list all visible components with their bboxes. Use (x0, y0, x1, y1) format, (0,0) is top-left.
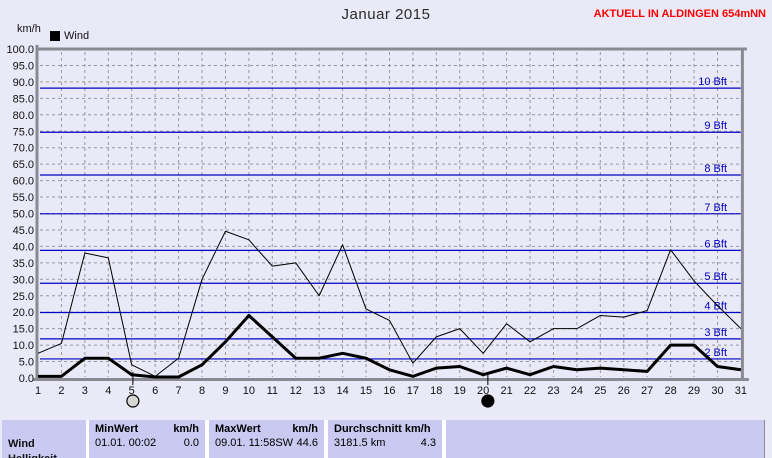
y-tick-label: 15.0 (13, 324, 34, 336)
table-cell-row-label: Wind Helligkeit (2, 420, 86, 458)
y-axis-unit-label: km/h (17, 23, 41, 35)
row-label-wind: Wind (8, 438, 35, 450)
y-tick-label: 95.0 (13, 60, 34, 72)
x-tick-label: 4 (105, 385, 111, 397)
beaufort-label: 8 Bft (704, 163, 727, 175)
beaufort-label: 7 Bft (704, 202, 727, 214)
minwert-header: MinWert (95, 423, 139, 435)
page-title: Januar 2015 (341, 6, 431, 23)
x-tick-label: 26 (618, 385, 630, 397)
x-tick-label: 19 (454, 385, 466, 397)
x-tick-label: 18 (430, 385, 442, 397)
y-tick-label: 90.0 (13, 77, 34, 89)
x-tick-label: 25 (594, 385, 606, 397)
x-tick-label: 15 (360, 385, 372, 397)
x-tick-label: 28 (664, 385, 676, 397)
minwert-timestamp: 01.01. 00:02 (95, 437, 157, 449)
x-tick-label: 14 (336, 385, 348, 397)
y-tick-label: 80.0 (13, 110, 34, 122)
y-tick-label: 35.0 (13, 258, 34, 270)
durchschnitt-distance: 3181.5 km (334, 437, 386, 449)
x-tick-label: 21 (500, 385, 512, 397)
table-cell-minwert: MinWert km/h 01.01. 00:02 0.0 (89, 420, 205, 458)
wind-series-thick (38, 313, 742, 379)
chart-legend: Wind (50, 30, 89, 42)
y-tick-label: 20.0 (13, 307, 34, 319)
chart-canvas: 2 Bft 3 Bft 4 Bft 5 Bft 6 Bft 7 Bft 8 Bft 9 Bft… (6, 44, 749, 408)
beaufort-label: 3 Bft (704, 327, 727, 339)
x-tick-label: 31 (735, 385, 747, 397)
x-tick-label: 8 (199, 385, 205, 397)
x-tick-label: 10 (243, 385, 255, 397)
y-tick-label: 5.0 (19, 357, 34, 369)
stats-table: Wind Helligkeit MinWert km/h 01.01. 00:0… (2, 420, 765, 458)
x-tick-label: 30 (711, 385, 723, 397)
x-tick-label: 1 (35, 385, 41, 397)
minwert-unit: km/h (173, 423, 199, 435)
durchschnitt-value: 4.3 (420, 437, 436, 449)
beaufort-label: 5 Bft (704, 271, 727, 283)
x-tick-label: 17 (407, 385, 419, 397)
y-tick-label: 0.0 (19, 373, 34, 385)
y-tick-label: 85.0 (13, 93, 34, 105)
y-tick-label: 45.0 (13, 225, 34, 237)
beaufort-label: 2 Bft (704, 347, 727, 359)
x-tick-label: 9 (222, 385, 228, 397)
x-tick-label: 6 (152, 385, 158, 397)
table-cell-empty (446, 420, 764, 458)
y-tick-label: 65.0 (13, 159, 34, 171)
x-tick-label: 20 (477, 385, 489, 397)
x-tick-label: 22 (524, 385, 536, 397)
x-tick-label: 5 (129, 385, 135, 397)
wind-legend-swatch-icon (50, 31, 60, 41)
wind-chart: 2 Bft 3 Bft 4 Bft 5 Bft 6 Bft 7 Bft 8 Bft 9 Bft… (6, 44, 749, 408)
x-tick-label: 11 (267, 385, 278, 397)
minwert-value: 0.0 (183, 437, 199, 449)
beaufort-label: 4 Bft (704, 301, 727, 313)
y-tick-label: 75.0 (13, 126, 34, 138)
y-tick-label: 100.0 (6, 44, 34, 56)
y-tick-label: 40.0 (13, 241, 34, 253)
x-tick-label: 29 (688, 385, 700, 397)
durchschnitt-header: Durchschnitt km/h (334, 423, 431, 435)
beaufort-label: 6 Bft (704, 238, 727, 250)
x-tick-label: 12 (290, 385, 302, 397)
maxwert-unit: km/h (292, 423, 318, 435)
table-cell-maxwert: MaxWert km/h 09.01. 11:58SW 44.6 (209, 420, 324, 458)
beaufort-label: 9 Bft (704, 120, 727, 132)
row-label-next-clipped: Helligkeit (8, 453, 57, 458)
x-tick-label: 27 (641, 385, 653, 397)
full-moon-icon (126, 394, 140, 408)
x-tick-label: 2 (58, 385, 64, 397)
x-tick-label: 13 (313, 385, 325, 397)
legend-label: Wind (64, 30, 90, 42)
maxwert-header: MaxWert (215, 423, 261, 435)
y-tick-label: 70.0 (13, 143, 34, 155)
table-cell-durchschnitt: Durchschnitt km/h 3181.5 km 4.3 (328, 420, 442, 458)
x-tick-label: 16 (383, 385, 395, 397)
y-tick-label: 30.0 (13, 274, 34, 286)
x-tick-label: 24 (571, 385, 583, 397)
x-tick-label: 7 (176, 385, 182, 397)
beaufort-label: 10 Bft (698, 76, 727, 88)
y-tick-label: 55.0 (13, 192, 34, 204)
y-tick-label: 60.0 (13, 176, 34, 188)
station-banner: AKTUELL IN ALDINGEN 654mNN (593, 8, 766, 20)
y-tick-label: 50.0 (13, 209, 34, 221)
maxwert-value: 44.6 (296, 437, 318, 449)
y-tick-label: 10.0 (13, 340, 34, 352)
maxwert-timestamp: 09.01. 11:58SW (215, 437, 294, 449)
new-moon-icon (481, 394, 495, 408)
x-tick-label: 23 (547, 385, 559, 397)
y-tick-label: 25.0 (13, 291, 34, 303)
x-tick-label: 3 (82, 385, 88, 397)
